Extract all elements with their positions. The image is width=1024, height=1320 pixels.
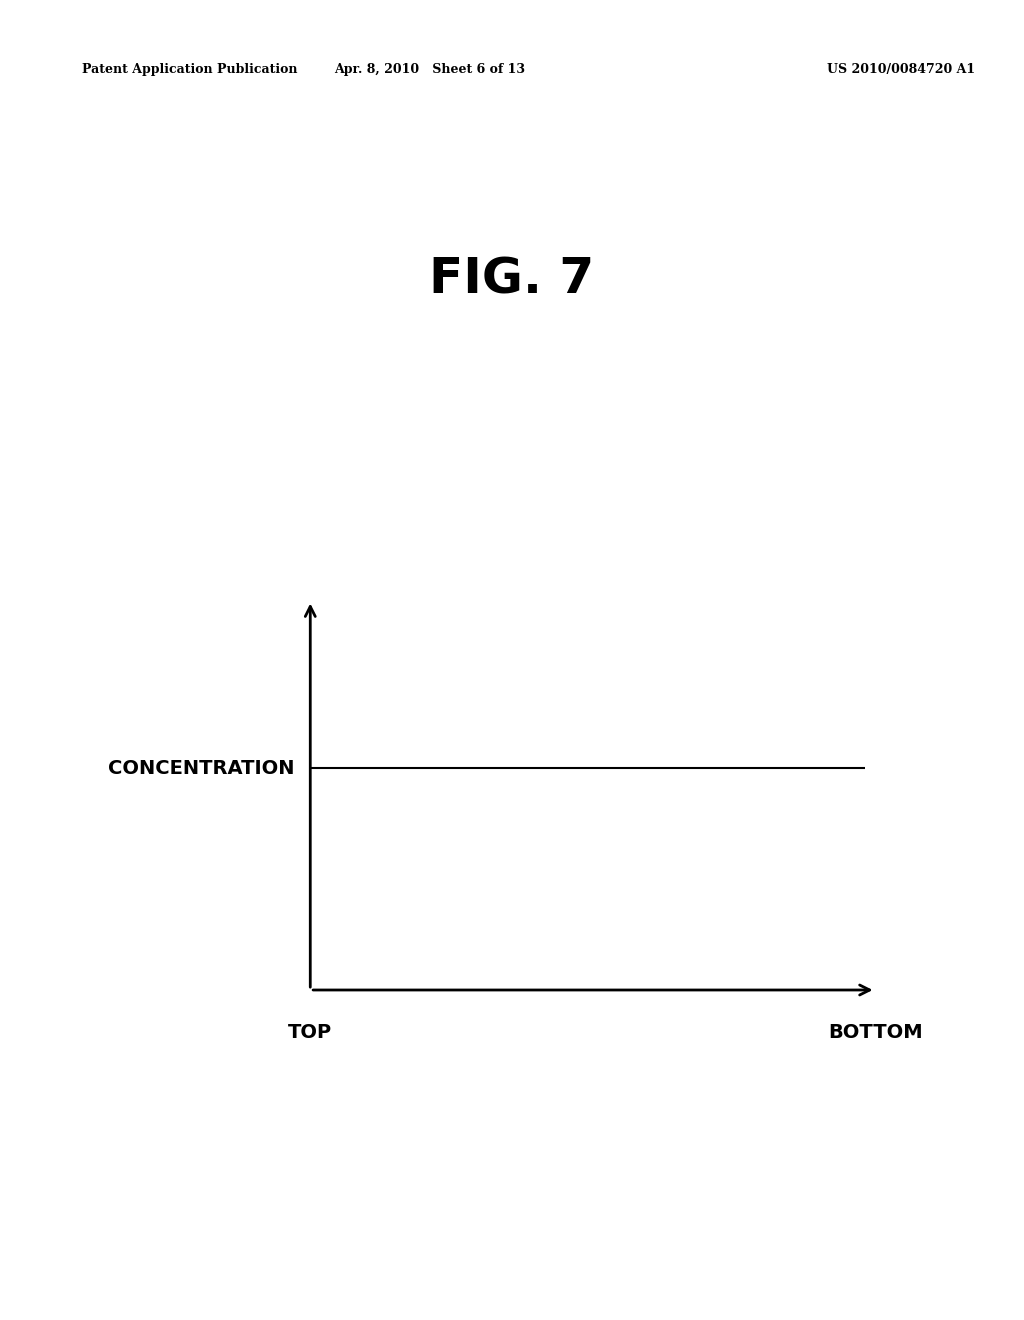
Text: BOTTOM: BOTTOM	[828, 1023, 923, 1041]
Text: Apr. 8, 2010   Sheet 6 of 13: Apr. 8, 2010 Sheet 6 of 13	[335, 63, 525, 77]
Text: FIG. 7: FIG. 7	[429, 256, 595, 304]
Text: CONCENTRATION: CONCENTRATION	[109, 759, 295, 777]
Text: US 2010/0084720 A1: US 2010/0084720 A1	[827, 63, 975, 77]
Text: Patent Application Publication: Patent Application Publication	[82, 63, 297, 77]
Text: TOP: TOP	[288, 1023, 333, 1041]
